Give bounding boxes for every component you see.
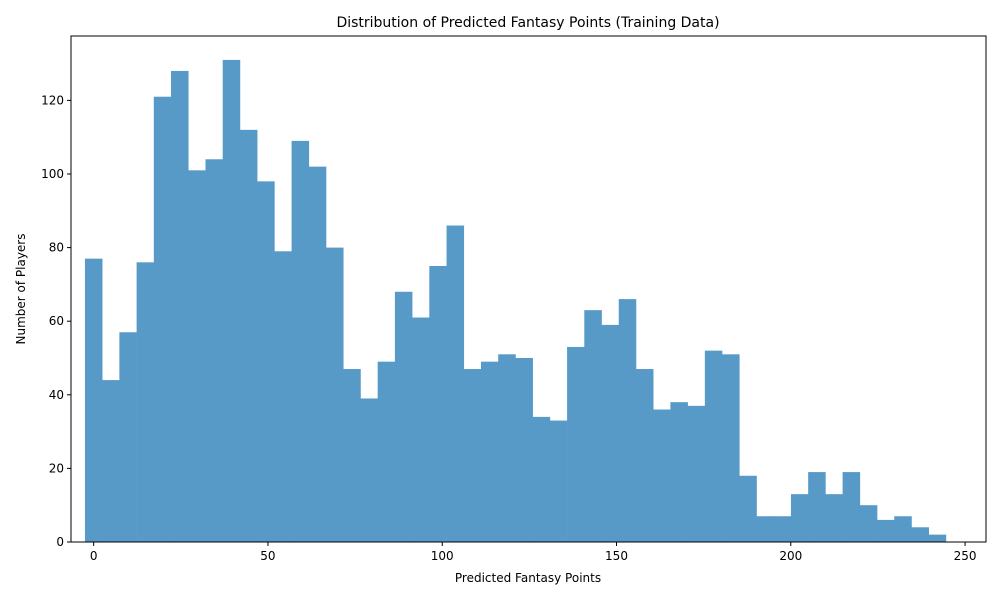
histogram-bar (222, 59, 241, 543)
histogram-bar (188, 170, 206, 542)
histogram-bar (205, 159, 223, 542)
histogram-bar (343, 369, 361, 542)
histogram-bar (257, 181, 275, 543)
histogram-bar (722, 354, 740, 542)
histogram-bar (756, 516, 775, 542)
histogram-bar (549, 420, 568, 542)
histogram-bar (239, 129, 258, 542)
histogram-bar (894, 516, 912, 542)
histogram-bar (480, 361, 499, 542)
histogram-bar (773, 516, 792, 542)
x-tick-label: 50 (260, 549, 275, 563)
y-tick-label: 120 (41, 93, 64, 107)
histogram-bar (171, 70, 189, 543)
histogram-bar (859, 505, 878, 542)
chart-title: Distribution of Predicted Fantasy Points… (336, 15, 719, 31)
histogram-bar (412, 317, 430, 542)
histogram-bar (825, 494, 843, 542)
histogram-bar (326, 247, 344, 542)
histogram-bar (429, 266, 447, 542)
y-axis-label: Number of Players (14, 234, 28, 345)
histogram-bar (928, 534, 947, 542)
x-tick-label: 250 (954, 549, 977, 563)
y-tick-label: 60 (49, 314, 64, 328)
histogram-bar (515, 358, 533, 542)
histogram-bar (618, 299, 637, 542)
histogram-bar (911, 527, 929, 542)
histogram-bar (102, 380, 120, 542)
histogram-bar (739, 475, 757, 542)
y-tick-label: 40 (49, 388, 64, 402)
y-tick-label: 20 (49, 461, 64, 475)
histogram-bar (153, 96, 172, 542)
x-tick-label: 150 (605, 549, 628, 563)
y-tick-label: 80 (49, 241, 64, 255)
histogram-bar (308, 166, 327, 542)
x-tick-label: 100 (431, 549, 454, 563)
histogram-bar (584, 310, 602, 542)
x-axis-ticks: 0 50 100 150 200 250 (90, 542, 977, 563)
histogram-bar (532, 416, 551, 542)
histogram-bar (84, 258, 103, 542)
bars-group (84, 59, 947, 543)
histogram-bar (360, 398, 378, 542)
y-axis-ticks: 0 20 40 60 80 100 120 (41, 93, 71, 549)
y-tick-label: 0 (56, 535, 64, 549)
histogram-bar (463, 369, 482, 542)
histogram-bar (136, 262, 155, 542)
histogram-bar (291, 140, 310, 542)
histogram-bar (601, 324, 620, 542)
histogram-bar (119, 332, 137, 542)
histogram-bar (808, 472, 826, 542)
histogram-bar (704, 350, 723, 542)
plot-frame (70, 35, 987, 543)
histogram-bar (274, 251, 292, 542)
histogram-bar (670, 402, 688, 542)
histogram-bar (394, 291, 413, 542)
histogram-bar (842, 472, 861, 542)
histogram-bar (790, 494, 809, 542)
histogram-bar (877, 519, 895, 542)
y-tick-label: 100 (41, 167, 64, 181)
histogram-bar (446, 225, 465, 542)
histogram-bar (498, 354, 516, 542)
x-tick-label: 200 (779, 549, 802, 563)
x-tick-label: 0 (90, 549, 98, 563)
histogram-bar (635, 369, 654, 542)
histogram-bar (377, 361, 396, 542)
histogram-bar (687, 405, 706, 542)
histogram-bar (567, 346, 585, 542)
x-axis-label: Predicted Fantasy Points (455, 571, 601, 585)
histogram-bar (653, 409, 671, 542)
